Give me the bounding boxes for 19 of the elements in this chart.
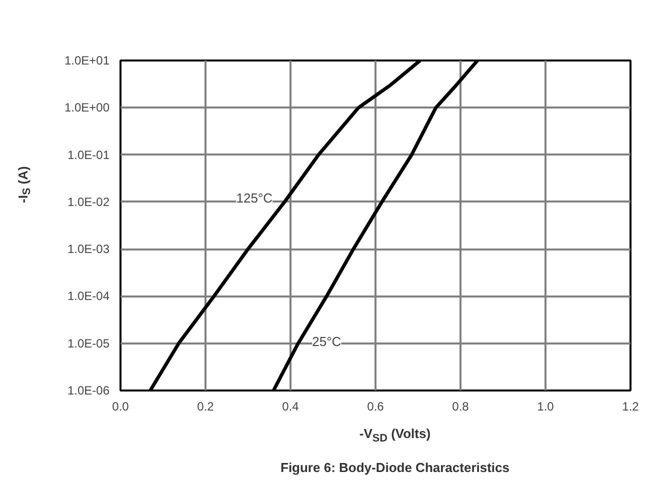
series-label: 25°C [312, 334, 342, 349]
y-tick-label: 1.0E+01 [64, 54, 110, 68]
y-tick-label: 1.0E-06 [67, 384, 110, 398]
x-axis-title: -V$_{SD}$ (Volts) [359, 425, 431, 447]
x-tick-label: 0.0 [112, 400, 130, 414]
x-tick-label: 0.4 [282, 400, 300, 414]
text: Figure 6: Body-Diode Characteristics [280, 459, 510, 477]
series-label: 125°C [236, 190, 273, 206]
y-tick-label: 1.0E+00 [64, 100, 110, 115]
x-tick-label: 0.8 [452, 400, 470, 414]
y-tick-label: 1.0E-02 [67, 194, 110, 209]
x-tick-label: 0.6 [367, 400, 384, 414]
x-tick-label: 1.0 [537, 400, 554, 414]
x-tick-label: 0.2 [197, 400, 214, 414]
y-tick-label: 1.0E-01 [67, 148, 110, 162]
y-tick-label: 1.0E-04 [67, 289, 110, 304]
x-tick-label: 1.2 [622, 400, 640, 414]
y-tick-label: 1.0E-03 [67, 242, 110, 256]
y-tick-label: 1.0E-05 [67, 336, 110, 350]
